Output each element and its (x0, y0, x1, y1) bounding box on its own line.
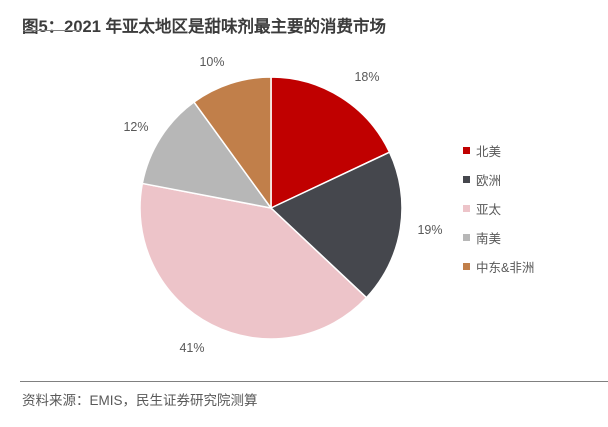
svg-text:19%: 19% (417, 223, 442, 237)
svg-text:12%: 12% (123, 120, 148, 134)
svg-text:41%: 41% (179, 341, 204, 355)
svg-text:10%: 10% (199, 55, 224, 69)
svg-text:18%: 18% (354, 70, 379, 84)
